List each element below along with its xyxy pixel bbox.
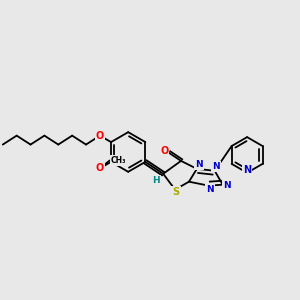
Text: N: N	[223, 181, 230, 190]
Text: O: O	[96, 163, 104, 173]
Text: N: N	[195, 160, 203, 169]
Text: S: S	[172, 187, 180, 196]
Text: N: N	[243, 165, 251, 175]
Text: H: H	[152, 176, 160, 185]
Text: CH₃: CH₃	[111, 156, 126, 165]
Text: N: N	[212, 162, 220, 171]
Text: O: O	[160, 146, 168, 156]
Text: O: O	[96, 130, 104, 141]
Text: N: N	[206, 185, 214, 194]
